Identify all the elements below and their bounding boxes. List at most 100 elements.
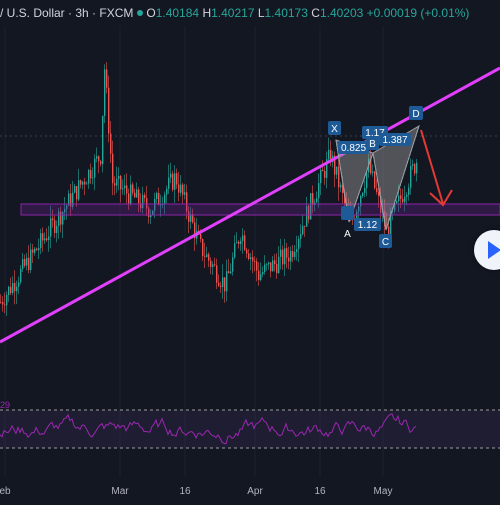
candle-body xyxy=(54,220,56,233)
candle-body xyxy=(218,282,220,286)
projection-arrow[interactable] xyxy=(420,129,453,207)
candle-body xyxy=(150,214,152,218)
candle-body xyxy=(134,192,136,198)
candle-body xyxy=(266,264,268,266)
candle-body xyxy=(358,206,360,212)
candle-body xyxy=(66,205,68,209)
candle-body xyxy=(146,197,148,209)
candle-body xyxy=(144,194,146,198)
candle-body xyxy=(322,169,324,172)
candle-body xyxy=(398,195,400,202)
high-value: 1.40217 xyxy=(211,6,255,20)
candle-body xyxy=(182,184,184,195)
candle-body xyxy=(270,262,272,272)
candle-body xyxy=(204,256,206,257)
x-tick-label: 16 xyxy=(179,486,191,497)
candle-body xyxy=(110,133,112,154)
candle-body xyxy=(0,301,2,303)
candle-body xyxy=(72,192,74,207)
candle-body xyxy=(62,212,64,225)
candle-body xyxy=(214,264,216,266)
candle-body xyxy=(308,205,310,220)
candle-body xyxy=(272,260,274,272)
candle-body xyxy=(302,225,304,235)
candle-body xyxy=(118,175,120,179)
support-zone[interactable] xyxy=(20,203,500,216)
candle-body xyxy=(294,252,296,257)
candle-body xyxy=(256,261,258,271)
candle-body xyxy=(184,192,186,195)
candle-body xyxy=(112,153,114,184)
candle-body xyxy=(344,193,346,204)
candle-body xyxy=(312,193,314,206)
candle-body xyxy=(44,238,46,241)
play-icon xyxy=(488,241,500,259)
candle-body xyxy=(8,286,10,296)
candle-body xyxy=(84,181,86,185)
ratio-xd: 1.17 xyxy=(365,128,385,139)
candle-body xyxy=(366,172,368,189)
candle-body xyxy=(114,183,116,186)
candle-body xyxy=(36,248,38,251)
candle-body xyxy=(384,211,386,227)
candle-body xyxy=(68,193,70,206)
candle-body xyxy=(258,270,260,281)
label-x: X xyxy=(331,124,338,135)
candle-body xyxy=(336,166,338,175)
candle-body xyxy=(262,272,264,275)
candle-body xyxy=(52,218,54,221)
arrow-head xyxy=(429,189,453,207)
candle-body xyxy=(236,241,238,244)
candle-body xyxy=(304,225,306,227)
candle-body xyxy=(318,183,320,199)
candle-body xyxy=(186,192,188,212)
candle-body xyxy=(406,194,408,197)
candle-body xyxy=(78,180,80,200)
candle-body xyxy=(32,249,34,253)
candle-body xyxy=(310,193,312,220)
candle-body xyxy=(166,188,168,195)
label-a: A xyxy=(344,229,351,240)
candle-body xyxy=(88,170,90,184)
candle-body xyxy=(240,240,242,245)
candle-body xyxy=(58,211,60,226)
rsi-panel[interactable]: 29 xyxy=(0,400,500,449)
candle-body xyxy=(392,210,394,212)
close-label: C xyxy=(311,6,320,20)
candle-body xyxy=(352,219,354,221)
candle-body xyxy=(140,203,142,209)
candle-body xyxy=(126,185,128,194)
high-label: H xyxy=(202,6,212,20)
x-axis: eb Mar 16 Apr 16 May xyxy=(0,486,392,497)
candle-body xyxy=(230,271,232,274)
label-d: D xyxy=(412,109,419,120)
candle-body xyxy=(164,194,166,205)
candle-body xyxy=(152,210,154,215)
candle-body xyxy=(362,192,364,197)
candle-body xyxy=(300,234,302,239)
candle-body xyxy=(292,251,294,257)
candle-body xyxy=(378,191,380,196)
candle-body xyxy=(104,69,106,116)
candle-body xyxy=(76,186,78,200)
candle-body xyxy=(90,170,92,179)
candle-body xyxy=(416,162,418,174)
candle-body xyxy=(206,254,208,257)
candle-body xyxy=(228,271,230,274)
play-button[interactable] xyxy=(474,230,500,270)
candle-body xyxy=(42,233,44,241)
candle-body xyxy=(364,188,366,193)
candle-body xyxy=(396,201,398,204)
label-b: B xyxy=(369,139,376,150)
candle-body xyxy=(40,233,42,249)
candle-body xyxy=(360,196,362,207)
pattern-labels: X A B C D 0.825 1.17 1.12 1.387 xyxy=(328,106,423,248)
candle-body xyxy=(370,158,372,174)
candle-body xyxy=(408,187,410,195)
candle-body xyxy=(390,211,392,236)
change-value: +0.00019 (+0.01%) xyxy=(366,6,470,20)
candle-body xyxy=(170,173,172,178)
candle-body xyxy=(154,198,156,211)
